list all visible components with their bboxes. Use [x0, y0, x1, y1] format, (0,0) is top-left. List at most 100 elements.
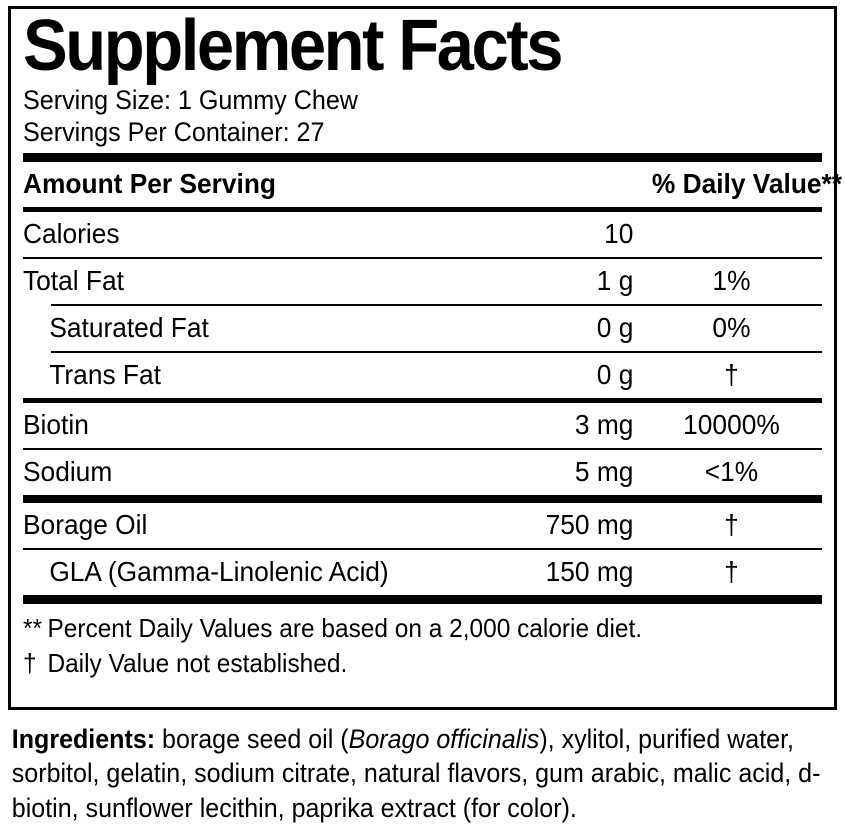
nutrient-name-cell: Saturated Fat — [23, 306, 455, 351]
footnote: ** Percent Daily Values are based on a 2,… — [23, 611, 774, 646]
row-separator — [23, 448, 822, 451]
nutrient-daily-value-cell: 0% — [641, 306, 822, 351]
separator-line — [23, 495, 822, 504]
ingredients-section: Ingredients: borage seed oil (Borago off… — [8, 722, 845, 825]
separator-line — [23, 257, 822, 260]
nutrient-name: Sodium — [23, 456, 113, 488]
nutrient-daily-value: † — [724, 509, 739, 541]
header-amount-cell: Amount Per Serving — [23, 162, 455, 207]
nutrient-amount-cell: 1 g — [455, 259, 641, 304]
footnote: † Daily Value not established. — [23, 646, 774, 681]
panel-title: Supplement Facts — [23, 6, 563, 86]
nutrient-amount: 10 — [604, 218, 634, 250]
row-separator — [23, 304, 822, 307]
serving-size-line: Serving Size: 1 Gummy Chew — [23, 84, 358, 115]
table-header-row: Amount Per Serving % Daily Value** — [23, 162, 843, 207]
nutrient-daily-value: 10000% — [683, 409, 780, 441]
daily-value-label: % Daily Value** — [651, 168, 843, 200]
ingredients-heading: Ingredients: — [11, 724, 156, 754]
table-row: Biotin 3 mg 10000% — [23, 403, 822, 448]
table-row: Sodium 5 mg <1% — [23, 450, 822, 495]
row-separator — [23, 548, 822, 551]
nutrient-amount-cell: 0 g — [455, 353, 641, 398]
nutrient-name-cell: Trans Fat — [23, 353, 455, 398]
separator-line — [51, 304, 822, 307]
nutrient-name: Biotin — [23, 409, 89, 441]
nutrient-name: Calories — [23, 218, 120, 250]
table-row: GLA (Gamma-Linolenic Acid) 150 mg † — [23, 550, 822, 595]
nutrient-daily-value: † — [724, 556, 739, 588]
nutrient-daily-value: <1% — [704, 456, 759, 488]
nutrient-name: Saturated Fat — [49, 312, 209, 344]
nutrient-name-cell: Biotin — [23, 403, 455, 448]
footnotes: ** Percent Daily Values are based on a 2,… — [23, 604, 822, 680]
nutrient-daily-value-cell: 10000% — [641, 403, 822, 448]
nutrient-daily-value-cell: 1% — [641, 259, 822, 304]
nutrient-daily-value-cell: † — [641, 550, 822, 595]
row-separator — [23, 257, 822, 260]
nutrient-daily-value-cell: † — [641, 503, 822, 548]
nutrient-amount: 0 g — [596, 312, 634, 344]
nutrient-name: Trans Fat — [49, 359, 161, 391]
nutrient-name-cell: Calories — [23, 212, 455, 257]
nutrient-name-cell: Sodium — [23, 450, 455, 495]
nutrient-amount: 1 g — [596, 265, 634, 297]
nutrient-daily-value: 0% — [712, 312, 751, 344]
nutrient-daily-value-cell: † — [641, 353, 822, 398]
footnote-symbol: † — [23, 648, 37, 678]
separator-line — [23, 448, 822, 451]
rule-above-footnotes — [23, 595, 822, 605]
facts-panel: Supplement Facts Serving Size: 1 Gummy C… — [8, 6, 843, 710]
separator-line — [23, 398, 822, 404]
nutrient-daily-value — [647, 226, 817, 243]
nutrient-amount-cell: 5 mg — [455, 450, 641, 495]
nutrient-daily-value-cell: <1% — [641, 450, 822, 495]
row-separator — [23, 398, 822, 404]
table-row: Trans Fat 0 g † — [23, 353, 822, 398]
ingredients-botanical-name: Borago officinalis — [348, 724, 540, 754]
nutrient-daily-value-cell — [641, 212, 822, 257]
nutrient-amount: 3 mg — [575, 409, 634, 441]
row-separator — [23, 495, 822, 504]
nutrition-table-body: Amount Per Serving % Daily Value** — [23, 162, 843, 207]
separator-line — [51, 351, 822, 354]
serving-info: Serving Size: 1 Gummy Chew Servings Per … — [23, 84, 822, 154]
nutrient-amount-cell: 150 mg — [455, 550, 641, 595]
nutrient-name-cell: GLA (Gamma-Linolenic Acid) — [23, 550, 455, 595]
table-row: Saturated Fat 0 g 0% — [23, 306, 822, 351]
servings-per-container-line: Servings Per Container: 27 — [23, 117, 325, 148]
table-row: Calories 10 — [23, 212, 822, 257]
footnote-text: Percent Daily Values are based on a 2,00… — [47, 613, 643, 644]
nutrient-amount-cell: 0 g — [455, 306, 641, 351]
nutrient-amount-cell: 10 — [455, 212, 641, 257]
table-row: Borage Oil 750 mg † — [23, 503, 822, 548]
table-row: Total Fat 1 g 1% — [23, 259, 822, 304]
nutrient-name: GLA (Gamma-Linolenic Acid) — [49, 556, 389, 588]
nutrient-amount: 5 mg — [575, 456, 634, 488]
nutrient-rows-body: Calories 10 Total Fat 1 g 1% Saturated Fat 0 g… — [23, 212, 822, 595]
nutrient-rows-table: Calories 10 Total Fat 1 g 1% Saturated Fat 0 g… — [23, 212, 822, 595]
nutrient-amount: 0 g — [596, 359, 634, 391]
nutrient-name-cell: Total Fat — [23, 259, 455, 304]
separator-line — [23, 548, 822, 551]
nutrition-table: Amount Per Serving % Daily Value** — [23, 162, 843, 207]
header-daily-value-cell: % Daily Value** — [641, 162, 843, 207]
nutrient-name: Total Fat — [23, 265, 124, 297]
nutrient-amount-cell: 3 mg — [455, 403, 641, 448]
nutrient-daily-value: † — [724, 359, 739, 391]
nutrient-name: Borage Oil — [23, 509, 148, 541]
footnote-symbol: ** — [23, 613, 43, 644]
amount-per-serving-label: Amount Per Serving — [23, 168, 277, 200]
nutrient-amount-cell: 750 mg — [455, 503, 641, 548]
nutrient-daily-value: 1% — [712, 265, 751, 297]
footnote-text: Daily Value not established. — [47, 648, 348, 678]
nutrient-name-cell: Borage Oil — [23, 503, 455, 548]
rule-above-header — [23, 153, 822, 163]
ingredients-text-after: ), xylitol, purified water, sorbitol, ge… — [11, 724, 821, 823]
ingredients-text-before: borage seed oil ( — [155, 724, 349, 754]
header-spacer-cell — [455, 162, 641, 207]
nutrient-amount: 150 mg — [545, 556, 634, 588]
nutrient-amount: 750 mg — [545, 509, 634, 541]
row-separator — [23, 351, 822, 354]
